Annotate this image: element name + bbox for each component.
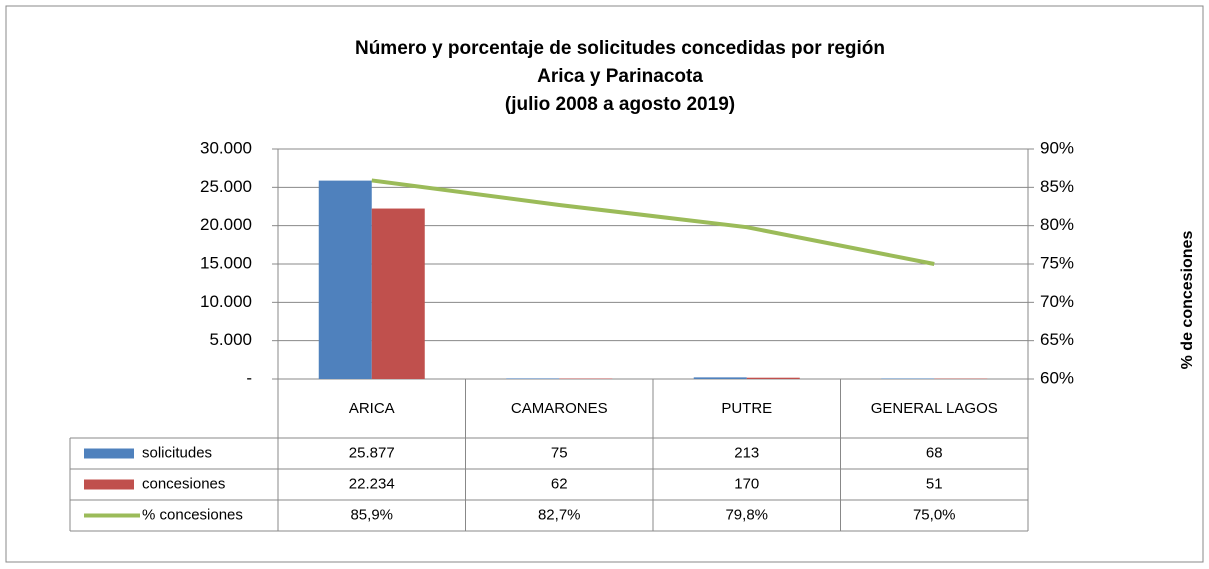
legend-label: solicitudes xyxy=(142,444,212,461)
bar xyxy=(746,377,800,379)
line xyxy=(371,178,935,266)
y2-tick-label: 70% xyxy=(1040,292,1074,311)
x-tick-label: PUTRE xyxy=(721,400,773,417)
y-tick-label: 10.000 xyxy=(200,292,252,311)
chart-subtitle: Arica y Parinacota xyxy=(537,66,703,87)
table-value: 213 xyxy=(734,444,759,461)
bar xyxy=(693,377,747,379)
table-value: 82,7% xyxy=(538,506,581,523)
bar xyxy=(506,378,560,379)
bar xyxy=(318,180,372,379)
y2-tick-label: 90% xyxy=(1040,138,1074,157)
table-value: 25.877 xyxy=(349,444,395,461)
table-value: 85,9% xyxy=(350,506,393,523)
y-tick-label: 5.000 xyxy=(209,330,252,349)
x-tick-label: GENERAL LAGOS xyxy=(870,400,998,417)
legend-label: concesiones xyxy=(142,475,225,492)
legend-key xyxy=(84,448,134,459)
table-value: 79,8% xyxy=(725,506,768,523)
y-tick-label: 15.000 xyxy=(200,253,252,272)
y-tick-label: - xyxy=(246,368,252,387)
x-tick-label: CAMARONES xyxy=(510,400,608,417)
y-tick-label: 25.000 xyxy=(200,177,252,196)
category-cell: GENERAL LAGOS xyxy=(870,400,998,417)
table-value: 75 xyxy=(551,444,568,461)
category-cell: ARICA xyxy=(348,400,395,417)
y2-axis-label: % de concesiones xyxy=(1179,231,1196,370)
bar xyxy=(881,378,935,379)
y2-tick-label: 80% xyxy=(1040,215,1074,234)
bar xyxy=(371,208,425,379)
y-tick-label: 20.000 xyxy=(200,215,252,234)
table-value: 170 xyxy=(734,475,759,492)
table-value: 75,0% xyxy=(913,506,956,523)
category-cell: PUTRE xyxy=(721,400,773,417)
table-value: 62 xyxy=(551,475,568,492)
table-value: 22.234 xyxy=(349,475,395,492)
legend-label: % concesiones xyxy=(142,506,243,523)
y-tick-label: 30.000 xyxy=(200,138,252,157)
y2-tick-label: 75% xyxy=(1040,253,1074,272)
x-tick-label: ARICA xyxy=(348,400,395,417)
y2-tick-label: 60% xyxy=(1040,368,1074,387)
legend-key xyxy=(84,479,134,490)
y2-tick-label: 65% xyxy=(1040,330,1074,349)
table-value: 51 xyxy=(926,475,943,492)
table-value: 68 xyxy=(926,444,943,461)
chart-period: (julio 2008 a agosto 2019) xyxy=(505,94,735,115)
chart-title: Número y porcentaje de solicitudes conce… xyxy=(355,38,885,59)
y2-tick-label: 85% xyxy=(1040,177,1074,196)
category-cell: CAMARONES xyxy=(510,400,608,417)
